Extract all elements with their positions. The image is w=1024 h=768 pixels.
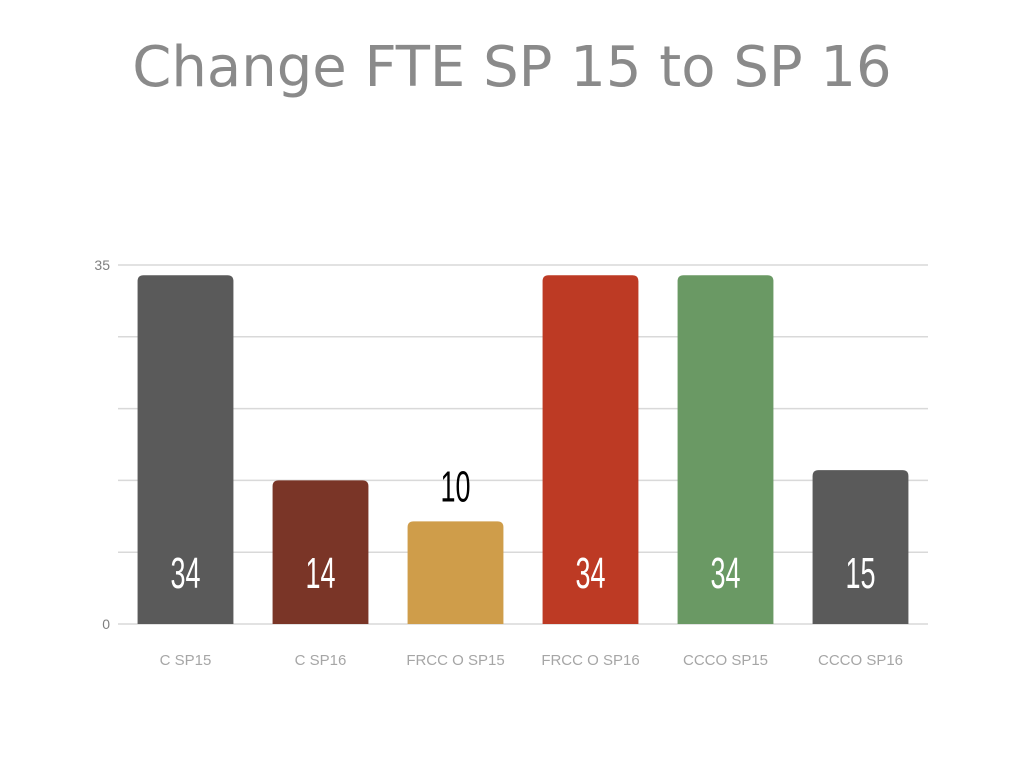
data-label: 34 (576, 549, 606, 598)
bar (137, 275, 234, 624)
chart-title: Change FTE SP 15 to SP 16 (132, 35, 892, 100)
bar (677, 275, 774, 624)
data-label: 34 (171, 549, 201, 598)
data-label: 15 (846, 549, 876, 598)
gridlines (118, 264, 928, 625)
data-label: 14 (306, 549, 336, 598)
y-tick-label: 35 (94, 257, 110, 273)
bars (137, 275, 909, 624)
data-label: 10 (441, 462, 471, 511)
category-label: FRCC O SP16 (541, 652, 639, 669)
y-axis-ticks: 0 35 (94, 257, 110, 632)
data-label: 34 (711, 549, 741, 598)
category-label: CCCO SP16 (818, 652, 903, 669)
bar (272, 480, 369, 624)
category-label: CCCO SP15 (683, 652, 768, 669)
y-tick-label: 0 (102, 616, 110, 632)
category-label: C SP15 (160, 652, 212, 669)
category-labels: C SP15 C SP16 FRCC O SP15 FRCC O SP16 CCCO S… (160, 652, 903, 669)
bar (407, 521, 504, 624)
category-label: FRCC O SP15 (406, 652, 504, 669)
category-label: C SP16 (295, 652, 347, 669)
data-labels: 34 14 10 34 34 15 (171, 462, 876, 598)
bar (542, 275, 639, 624)
bar (812, 470, 909, 624)
